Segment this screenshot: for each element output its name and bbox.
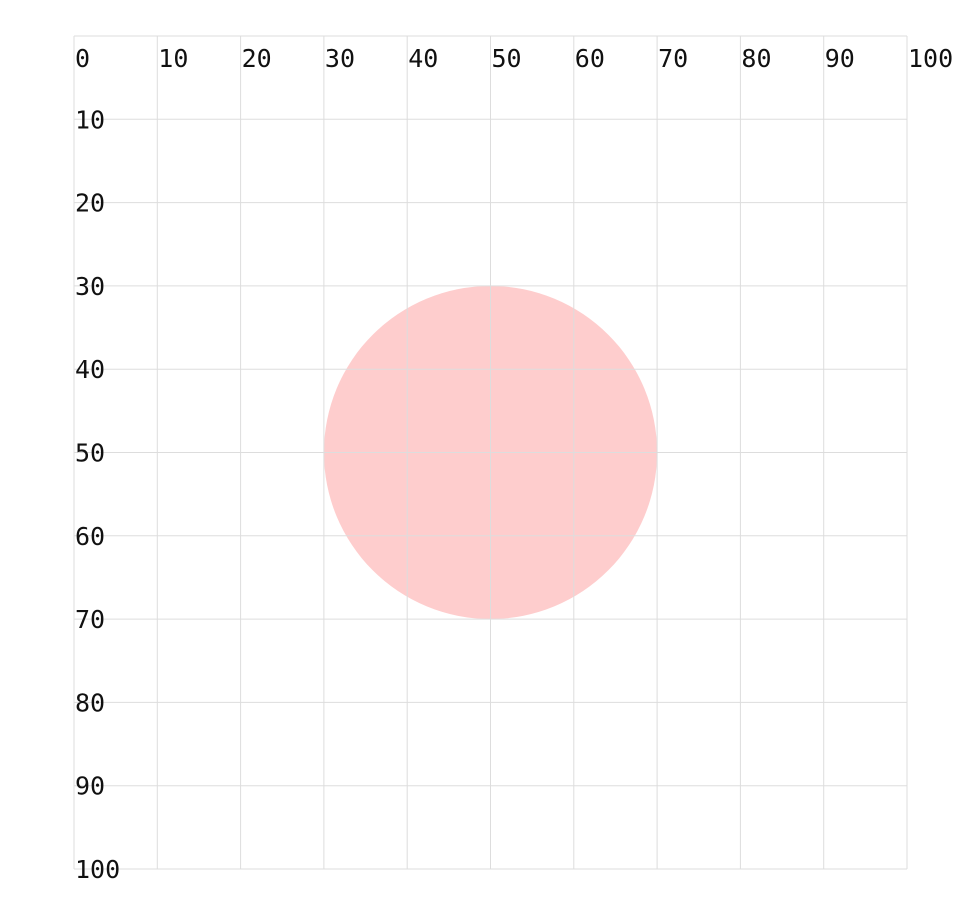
x-tick-label: 90 xyxy=(825,44,855,73)
x-tick-label: 0 xyxy=(75,44,90,73)
x-tick-label: 100 xyxy=(908,44,953,73)
x-tick-label: 60 xyxy=(575,44,605,73)
x-tick-label: 50 xyxy=(492,44,522,73)
y-tick-label: 90 xyxy=(75,772,105,801)
y-tick-label: 60 xyxy=(75,522,105,551)
y-tick-label: 100 xyxy=(75,855,120,884)
y-tick-label: 40 xyxy=(75,355,105,384)
x-tick-label: 70 xyxy=(658,44,688,73)
x-tick-label: 40 xyxy=(408,44,438,73)
x-tick-label: 20 xyxy=(242,44,272,73)
y-tick-label: 10 xyxy=(75,105,105,134)
y-tick-label: 50 xyxy=(75,439,105,468)
grid-lines xyxy=(73,35,908,870)
y-tick-label: 30 xyxy=(75,272,105,301)
y-tick-label: 20 xyxy=(75,189,105,218)
x-axis-labels: 0 10 20 30 40 50 60 70 80 90 100 xyxy=(75,44,953,73)
y-tick-label: 70 xyxy=(75,605,105,634)
x-tick-label: 30 xyxy=(325,44,355,73)
y-axis-labels: 10 20 30 40 50 60 70 80 90 100 xyxy=(75,105,120,884)
y-tick-label: 80 xyxy=(75,688,105,717)
x-tick-label: 80 xyxy=(741,44,771,73)
x-tick-label: 10 xyxy=(158,44,188,73)
